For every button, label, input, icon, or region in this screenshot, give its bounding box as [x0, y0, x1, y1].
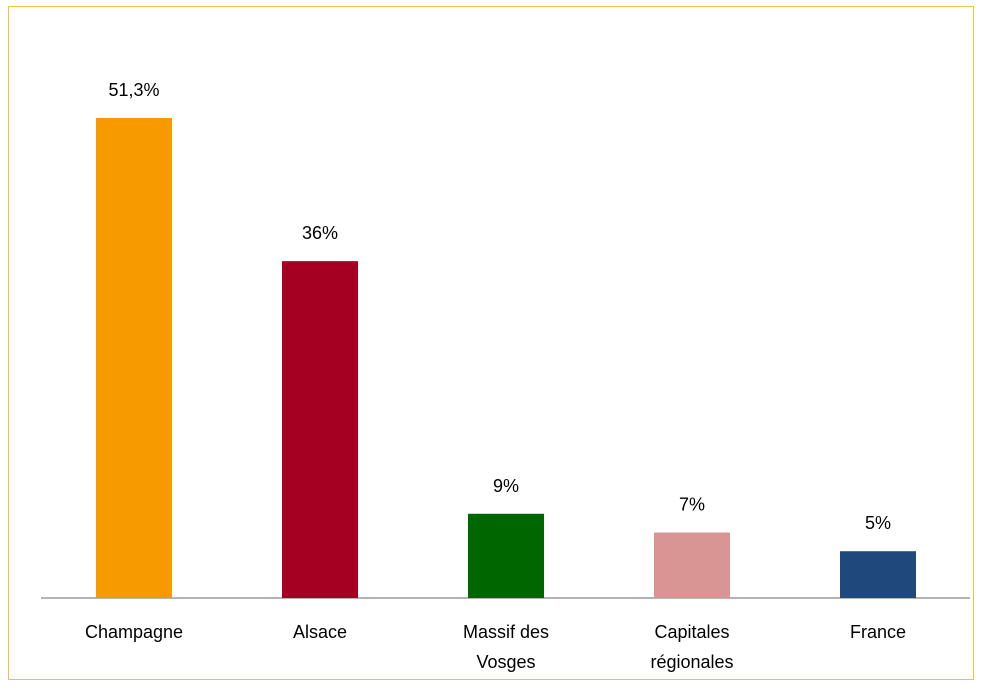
bar	[468, 513, 544, 598]
x-tick-label: France	[849, 622, 907, 642]
bar	[840, 551, 916, 598]
bar	[654, 532, 730, 598]
data-label: 5%	[865, 513, 891, 533]
data-label: 51,3%	[108, 80, 159, 100]
data-label: 7%	[679, 495, 705, 515]
x-tick-label: Massif des Vosges	[462, 622, 550, 672]
data-label: 9%	[493, 476, 519, 496]
bar	[282, 261, 358, 598]
x-tick-label: Capitales régionales	[650, 622, 734, 672]
data-label: 36%	[302, 223, 338, 243]
chart-border	[8, 6, 974, 680]
bar	[96, 118, 172, 598]
x-tick-label: Champagne	[84, 622, 184, 642]
x-tick-label: Alsace	[292, 622, 348, 642]
